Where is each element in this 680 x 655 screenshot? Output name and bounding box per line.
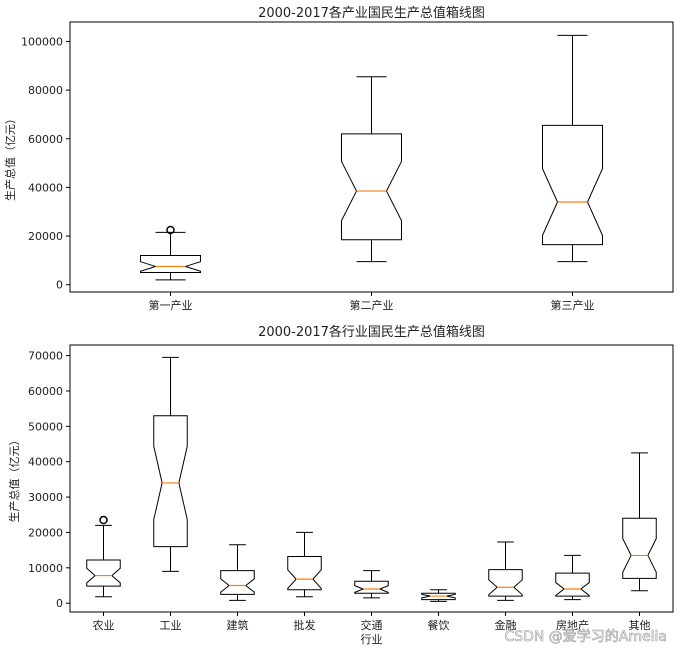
y-tick-label: 20000	[28, 526, 63, 539]
box-body	[153, 415, 188, 548]
chart-title: 2000-2017各产业国民生产总值箱线图	[258, 5, 485, 21]
y-tick-label: 20000	[28, 230, 63, 243]
x-tick-label: 批发	[294, 618, 316, 632]
outlier-point	[166, 225, 175, 235]
box-1	[140, 225, 201, 281]
chart-panel-1: 2000-2017各产业国民生产总值箱线图 0 20000 40000 60000 800…	[3, 5, 674, 312]
box-body	[555, 572, 590, 597]
y-tick-label: 40000	[28, 181, 63, 194]
x-tick-label: 建筑	[227, 618, 249, 632]
y-tick-label: 70000	[28, 350, 63, 363]
box-2	[341, 76, 402, 263]
box-2	[153, 356, 188, 572]
box-body	[140, 255, 201, 274]
y-axis-label: 生产总值（亿元）	[7, 435, 21, 523]
y-tick-label: 30000	[28, 491, 63, 504]
box-3	[220, 544, 255, 601]
box-body	[542, 124, 603, 246]
box-body	[220, 570, 255, 595]
y-tick-label: 100000	[21, 35, 63, 48]
box-7	[488, 541, 523, 601]
box-6	[421, 589, 456, 602]
box-body	[622, 517, 657, 579]
x-tick-label: 第二产业	[350, 298, 394, 312]
box-5	[354, 570, 389, 599]
x-tick-label: 第一产业	[149, 298, 193, 312]
box-8	[555, 554, 590, 601]
box-body	[488, 569, 523, 597]
box-body	[341, 133, 402, 241]
y-tick-label: 60000	[28, 385, 63, 398]
box-body	[287, 555, 322, 591]
chart-title: 2000-2017各行业国民生产总值箱线图	[258, 324, 485, 340]
y-tick-label: 80000	[28, 84, 63, 97]
y-axis-label: 生产总值（亿元）	[3, 113, 17, 201]
x-tick-label: 金融	[495, 618, 517, 632]
x-tick-label: 其他	[629, 619, 651, 632]
x-tick-label: 交通行业	[361, 618, 383, 646]
y-tick-label: 50000	[28, 420, 63, 433]
box-1	[86, 515, 121, 598]
x-tick-label: 第三产业	[551, 298, 595, 312]
outlier-point	[99, 515, 108, 525]
x-tick-label: 餐饮	[428, 618, 450, 632]
chart-panel-2: 2000-2017各行业国民生产总值箱线图 0 10000 20000 30000 400…	[7, 324, 674, 646]
y-tick-label: 10000	[28, 562, 63, 575]
x-tick-label: 农业	[93, 618, 115, 632]
box-body	[354, 580, 389, 594]
y-tick-label: 40000	[28, 456, 63, 469]
box-4	[287, 531, 322, 598]
box-9	[622, 452, 657, 592]
box-body	[86, 559, 121, 587]
y-tick-label: 0	[56, 597, 63, 610]
y-tick-label: 60000	[28, 133, 63, 146]
watermark: CSDN @爱学习的Amelia	[504, 629, 667, 645]
x-tick-label: 房地产	[556, 618, 589, 632]
x-tick-label: 工业	[160, 619, 182, 632]
box-body	[421, 592, 456, 601]
y-tick-label: 0	[56, 279, 63, 292]
box-3	[542, 34, 603, 263]
